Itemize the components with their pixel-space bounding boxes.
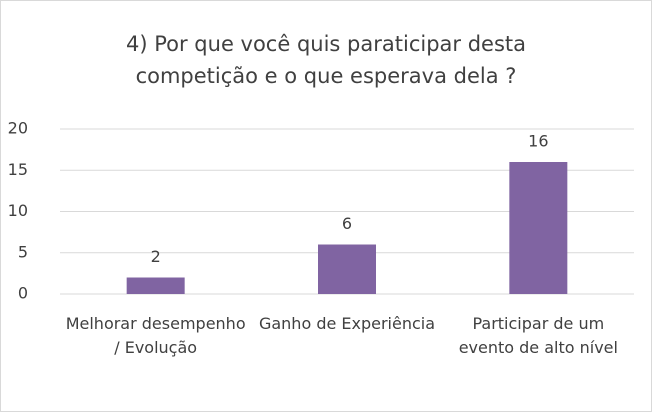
chart-title: 4) Por que você quis paraticipar desta c… xyxy=(126,32,526,88)
bar xyxy=(126,277,185,294)
y-tick-label: 20 xyxy=(8,119,28,138)
data-label: 6 xyxy=(342,214,352,233)
bar xyxy=(318,244,376,294)
x-tick-label: Melhorar desempenho / Evolução xyxy=(65,314,246,357)
data-label: 16 xyxy=(528,132,548,151)
y-tick-label: 0 xyxy=(18,284,28,303)
x-tick-label: Ganho de Experiência xyxy=(258,314,436,333)
y-tick-label: 5 xyxy=(18,242,28,261)
x-tick-label: Participar de um evento de alto nível xyxy=(458,314,618,357)
data-label: 2 xyxy=(151,247,161,266)
bar xyxy=(509,162,568,294)
y-tick-label: 15 xyxy=(8,160,28,179)
y-tick-label: 10 xyxy=(8,201,28,220)
